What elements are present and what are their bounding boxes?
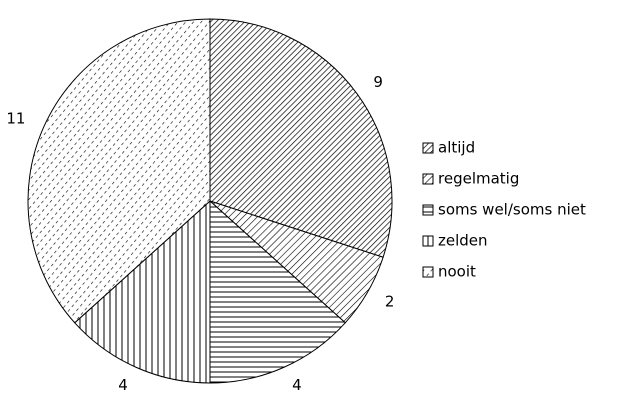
legend-label: regelmatig [438,170,519,188]
data-label: 4 [118,376,128,394]
legend-swatch [422,266,434,278]
legend-swatch [422,204,434,216]
pie-slice [209,18,393,258]
legend-swatch [422,173,434,185]
data-label: 11 [6,109,25,127]
data-label: 4 [292,376,302,394]
legend-label: zelden [438,232,488,250]
data-label: 2 [385,293,395,311]
pie-slice [74,199,211,384]
legend-swatch [422,235,434,247]
legend-label: soms wel/soms niet [438,201,586,219]
pie-slice [27,18,211,324]
legend-label: nooit [438,263,476,281]
pie-slice [209,199,346,384]
legend-swatch [422,142,434,154]
data-label: 9 [373,73,383,91]
legend-label: altijd [438,139,475,157]
